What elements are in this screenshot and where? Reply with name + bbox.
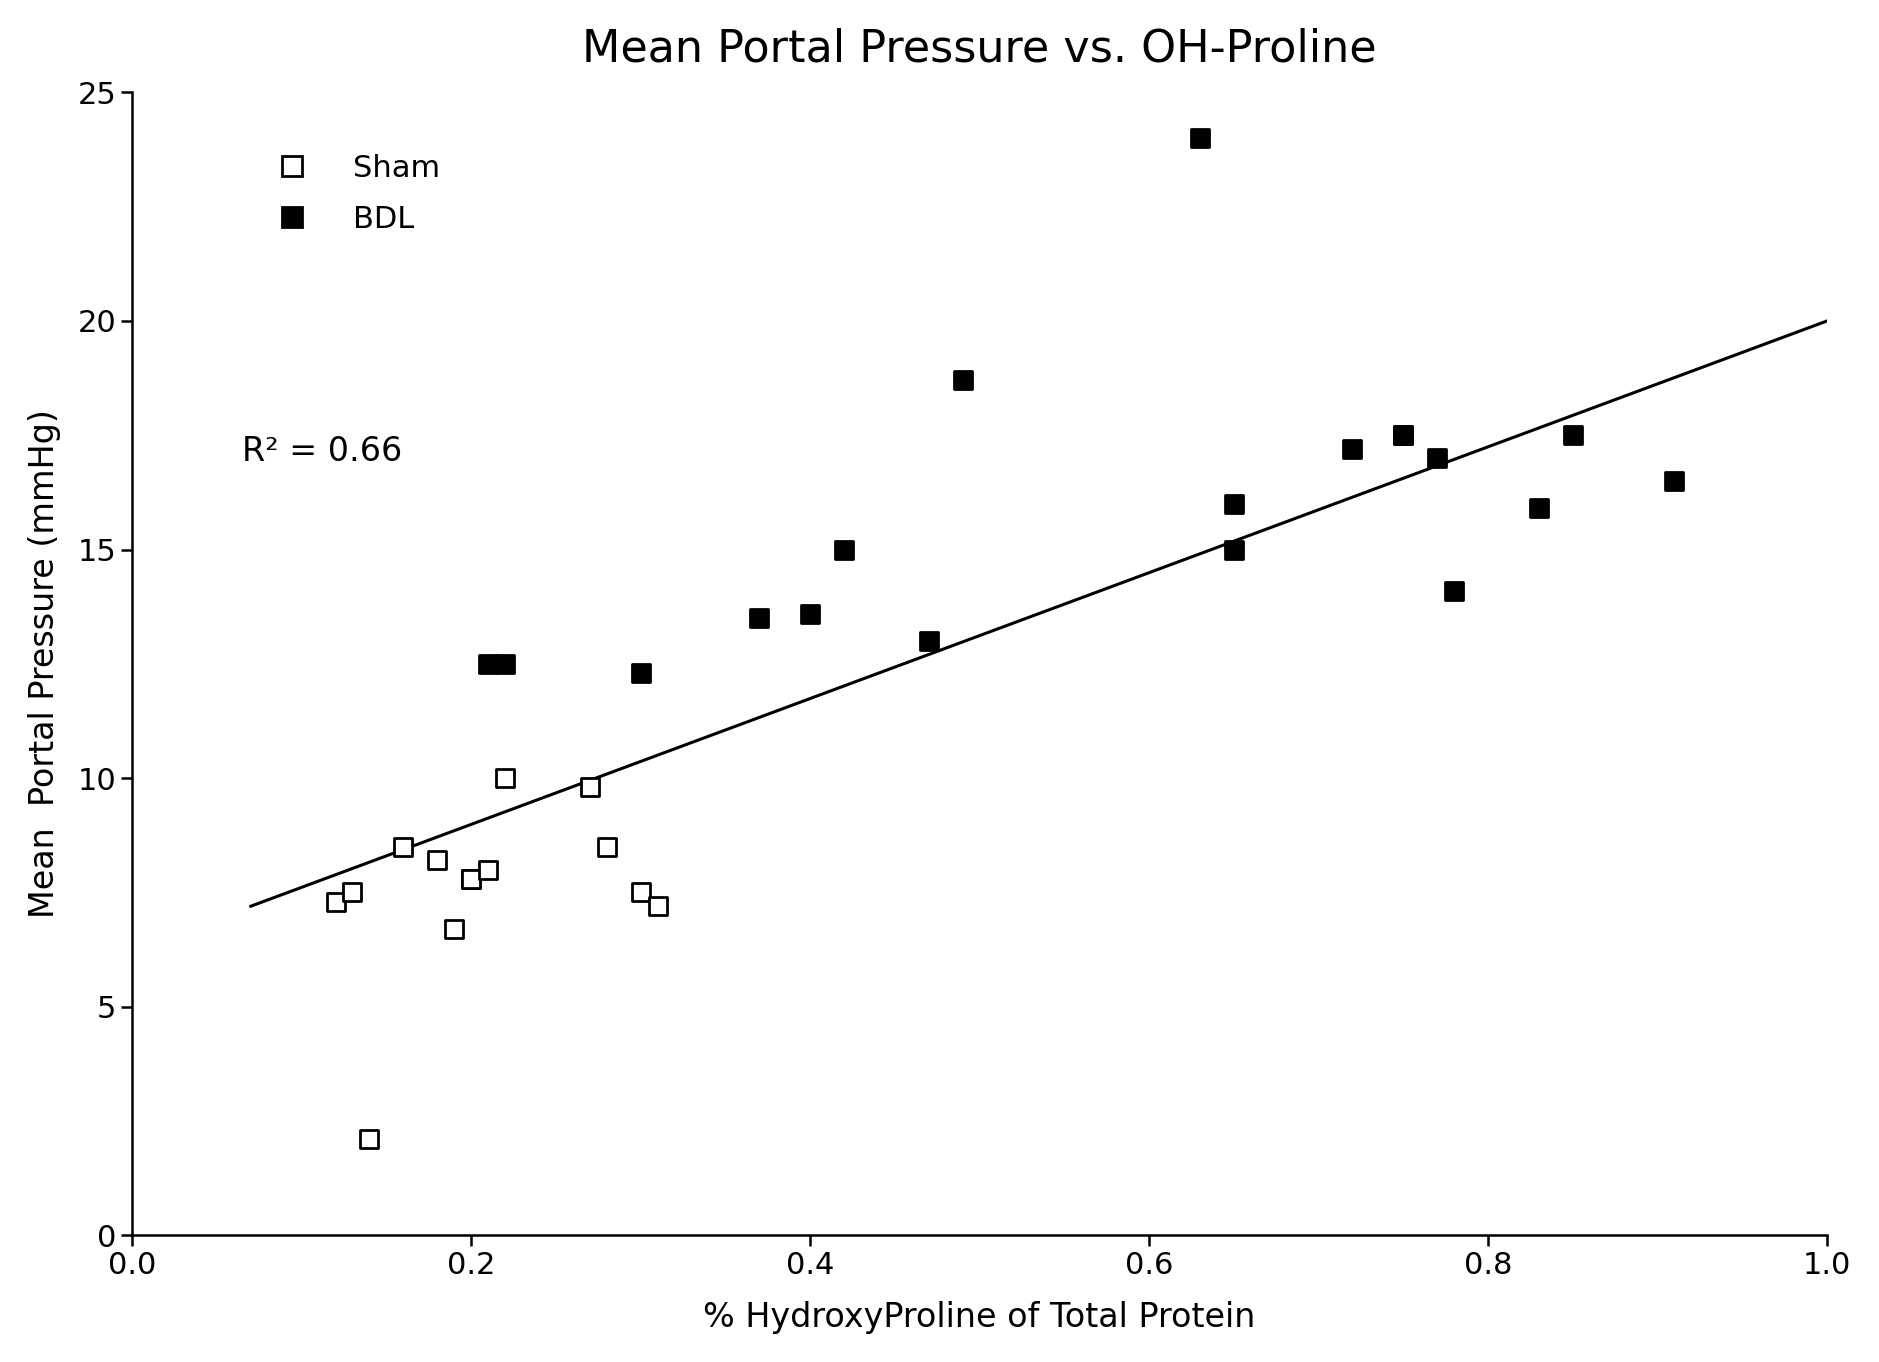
BDL — [795, 602, 825, 624]
Sham — [355, 1129, 385, 1151]
BDL — [1338, 439, 1368, 460]
Sham — [575, 776, 605, 798]
BDL — [1219, 493, 1250, 515]
BDL — [1524, 497, 1554, 519]
BDL — [913, 631, 943, 652]
BDL — [1422, 447, 1452, 469]
Sham — [457, 868, 487, 889]
Text: R² = 0.66: R² = 0.66 — [242, 436, 402, 469]
BDL — [1389, 425, 1419, 447]
Sham — [457, 868, 487, 889]
Sham — [338, 881, 368, 903]
BDL — [829, 538, 859, 560]
Sham — [474, 858, 504, 880]
BDL — [947, 369, 977, 391]
X-axis label: % HydroxyProline of Total Protein: % HydroxyProline of Total Protein — [703, 1301, 1255, 1335]
Sham — [389, 836, 419, 858]
BDL — [490, 652, 520, 674]
Y-axis label: Mean  Portal Pressure (mmHg): Mean Portal Pressure (mmHg) — [28, 410, 60, 918]
Sham — [440, 918, 470, 940]
BDL — [626, 662, 656, 684]
Sham — [592, 836, 622, 858]
BDL — [1439, 580, 1469, 602]
BDL — [1219, 538, 1250, 560]
BDL — [1558, 425, 1588, 447]
Legend: Sham, BDL: Sham, BDL — [250, 142, 453, 245]
BDL — [1186, 127, 1216, 148]
BDL — [744, 607, 774, 629]
Sham — [423, 850, 453, 872]
BDL — [1389, 425, 1419, 447]
Sham — [321, 891, 351, 913]
BDL — [1659, 470, 1689, 492]
Title: Mean Portal Pressure vs. OH-Proline: Mean Portal Pressure vs. OH-Proline — [582, 27, 1377, 71]
Sham — [490, 767, 520, 789]
Sham — [643, 895, 673, 917]
Sham — [626, 881, 656, 903]
BDL — [474, 652, 504, 674]
